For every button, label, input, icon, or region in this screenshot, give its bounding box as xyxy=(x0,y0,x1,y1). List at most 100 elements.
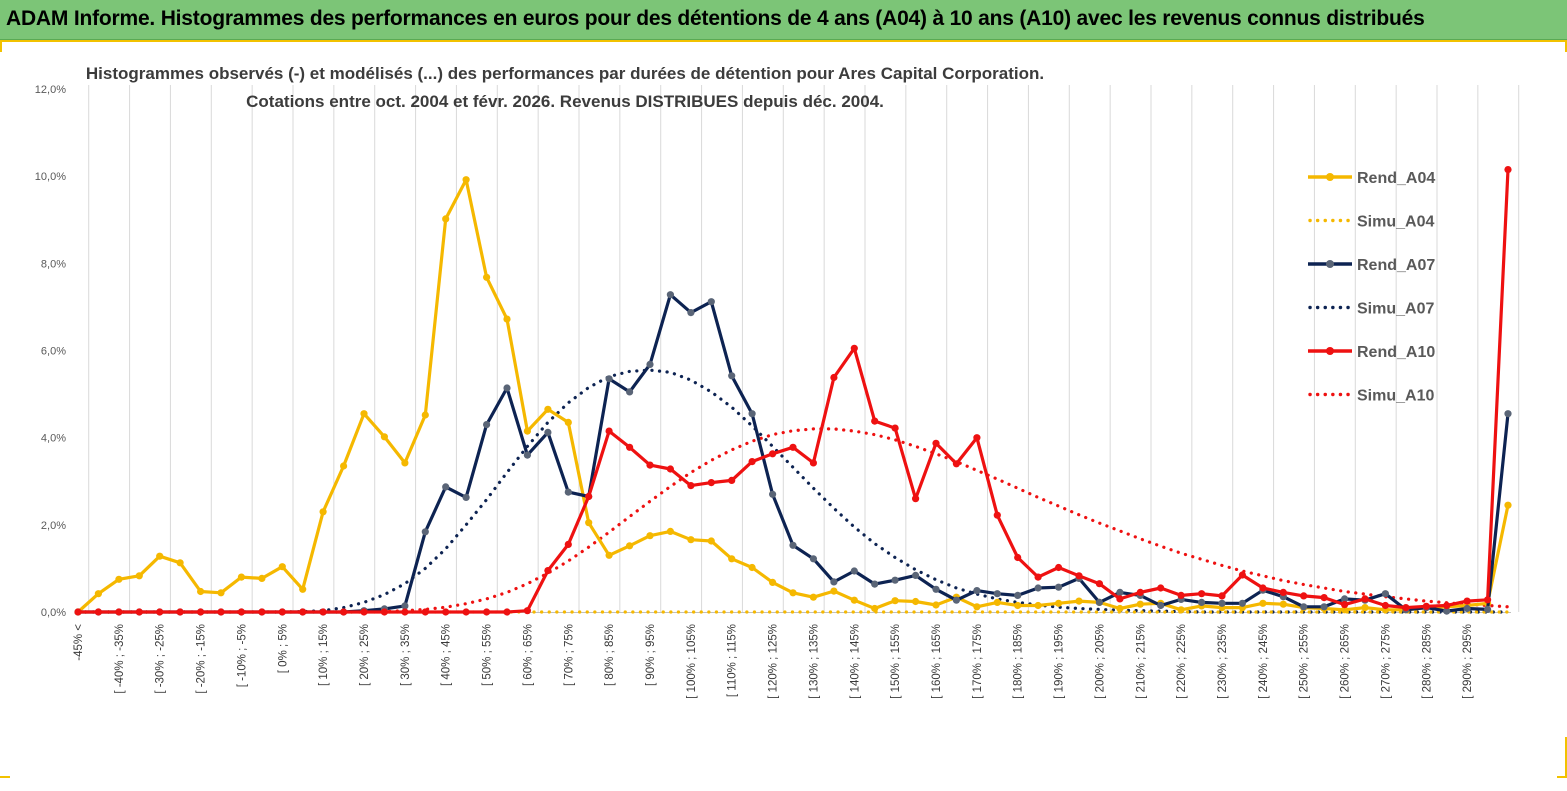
data-point xyxy=(912,571,920,580)
data-point xyxy=(687,482,695,490)
x-tick-label: [ 180% ; 185% xyxy=(1013,624,1025,699)
data-point xyxy=(1504,501,1512,509)
data-point xyxy=(850,567,858,575)
data-point xyxy=(891,597,899,605)
data-point xyxy=(1279,588,1287,597)
frame-border-left xyxy=(0,42,2,52)
x-tick-label: [ 250% ; 255% xyxy=(1299,624,1311,699)
data-point xyxy=(237,573,245,581)
chart-title: Histogrammes observés (-) et modélisés (… xyxy=(85,64,1045,83)
legend-item-simu-a04: Simu_A04 xyxy=(1308,214,1434,231)
data-point xyxy=(1034,601,1042,610)
data-point xyxy=(646,360,654,368)
data-point xyxy=(421,608,429,616)
data-point xyxy=(483,608,491,616)
data-point xyxy=(605,427,613,435)
x-tick-label: -45% < xyxy=(73,624,85,661)
data-point xyxy=(442,483,450,491)
data-point xyxy=(483,421,491,429)
x-tick-label: [ 70% ; 75% xyxy=(563,624,575,686)
data-point xyxy=(360,410,368,418)
x-tick-label: [ 110% ; 115% xyxy=(727,624,739,697)
data-point xyxy=(1463,604,1471,613)
data-point xyxy=(1504,410,1512,418)
data-point xyxy=(1198,598,1206,607)
legend-item-rend-a07: Rend_A07 xyxy=(1308,257,1435,274)
data-point xyxy=(973,434,981,442)
data-point xyxy=(176,559,184,567)
data-point xyxy=(912,495,920,503)
data-point xyxy=(789,443,797,451)
data-point xyxy=(850,596,858,604)
data-point xyxy=(789,541,797,549)
data-point xyxy=(1157,601,1165,610)
data-point xyxy=(871,580,879,588)
data-point xyxy=(380,608,388,616)
data-point xyxy=(1116,595,1124,603)
data-point xyxy=(1075,597,1083,605)
data-point xyxy=(197,587,205,596)
series-rend-a07 xyxy=(74,291,1512,616)
x-tick-label: [ 50% ; 55% xyxy=(482,624,494,686)
data-point xyxy=(544,405,552,413)
data-point xyxy=(1463,597,1471,605)
data-point xyxy=(401,602,409,610)
data-point xyxy=(1361,595,1369,603)
data-point xyxy=(585,519,593,527)
data-point xyxy=(748,410,756,418)
data-point xyxy=(156,608,164,616)
data-point xyxy=(1055,563,1063,572)
data-point xyxy=(769,490,777,498)
data-point xyxy=(809,593,818,601)
data-point xyxy=(503,384,511,392)
data-point xyxy=(115,608,123,616)
legend-marker xyxy=(1326,347,1334,355)
x-tick-label: [ 190% ; 195% xyxy=(1054,624,1066,699)
x-tick-label: [ 290% ; 295% xyxy=(1462,624,1474,699)
data-point xyxy=(728,476,736,484)
data-point xyxy=(605,375,613,383)
data-point xyxy=(258,608,266,616)
x-tick-label: [ 140% ; 145% xyxy=(849,624,861,699)
data-point xyxy=(973,587,981,595)
data-point xyxy=(1218,599,1226,607)
data-point xyxy=(1116,588,1124,597)
chart-grid xyxy=(88,85,1520,612)
data-point xyxy=(197,608,205,616)
data-point xyxy=(1238,571,1246,579)
chart-subtitle: Cotations entre oct. 2004 et févr. 2026.… xyxy=(246,92,884,111)
data-point xyxy=(809,459,818,467)
x-tick-label: [ -10% ; -5% xyxy=(236,624,248,687)
data-point xyxy=(1136,600,1144,608)
data-point xyxy=(1034,584,1042,592)
data-point xyxy=(564,488,572,496)
x-tick-label: [ 20% ; 25% xyxy=(359,624,371,686)
legend-label: Rend_A10 xyxy=(1357,344,1435,361)
data-point xyxy=(462,493,470,501)
data-point xyxy=(1300,592,1308,600)
legend-marker xyxy=(1326,173,1334,181)
data-point xyxy=(666,527,675,536)
data-point xyxy=(1116,604,1124,613)
data-point xyxy=(421,528,429,536)
chart-legend: Rend_A04 Simu_A04 Rend_A07 Simu_A07 Rend_A10… xyxy=(1308,170,1435,405)
x-tick-label: [ 30% ; 35% xyxy=(400,624,412,686)
x-tick-label: [ 90% ; 95% xyxy=(645,624,657,686)
data-point xyxy=(912,597,920,606)
x-tick-label: [ 260% ; 265% xyxy=(1340,624,1352,699)
data-point xyxy=(523,607,532,615)
x-tick-label: [ 220% ; 225% xyxy=(1176,624,1188,699)
data-point xyxy=(1157,584,1165,592)
x-tick-label: [ 200% ; 205% xyxy=(1094,624,1106,699)
x-tick-label: [ 130% ; 135% xyxy=(808,624,820,699)
data-point xyxy=(523,451,532,459)
data-point xyxy=(626,542,634,550)
data-point xyxy=(830,587,838,595)
data-point xyxy=(728,555,736,563)
data-point xyxy=(1320,594,1328,602)
x-tick-label: [ 40% ; 45% xyxy=(441,624,453,686)
frame-border-top xyxy=(0,40,1567,42)
x-axis: -45% < [ -40% ; -35% [ -30% ; -25% [ -20% ;… xyxy=(73,612,1511,699)
frame-border-right xyxy=(1565,42,1567,52)
legend-label: Rend_A07 xyxy=(1357,257,1435,274)
